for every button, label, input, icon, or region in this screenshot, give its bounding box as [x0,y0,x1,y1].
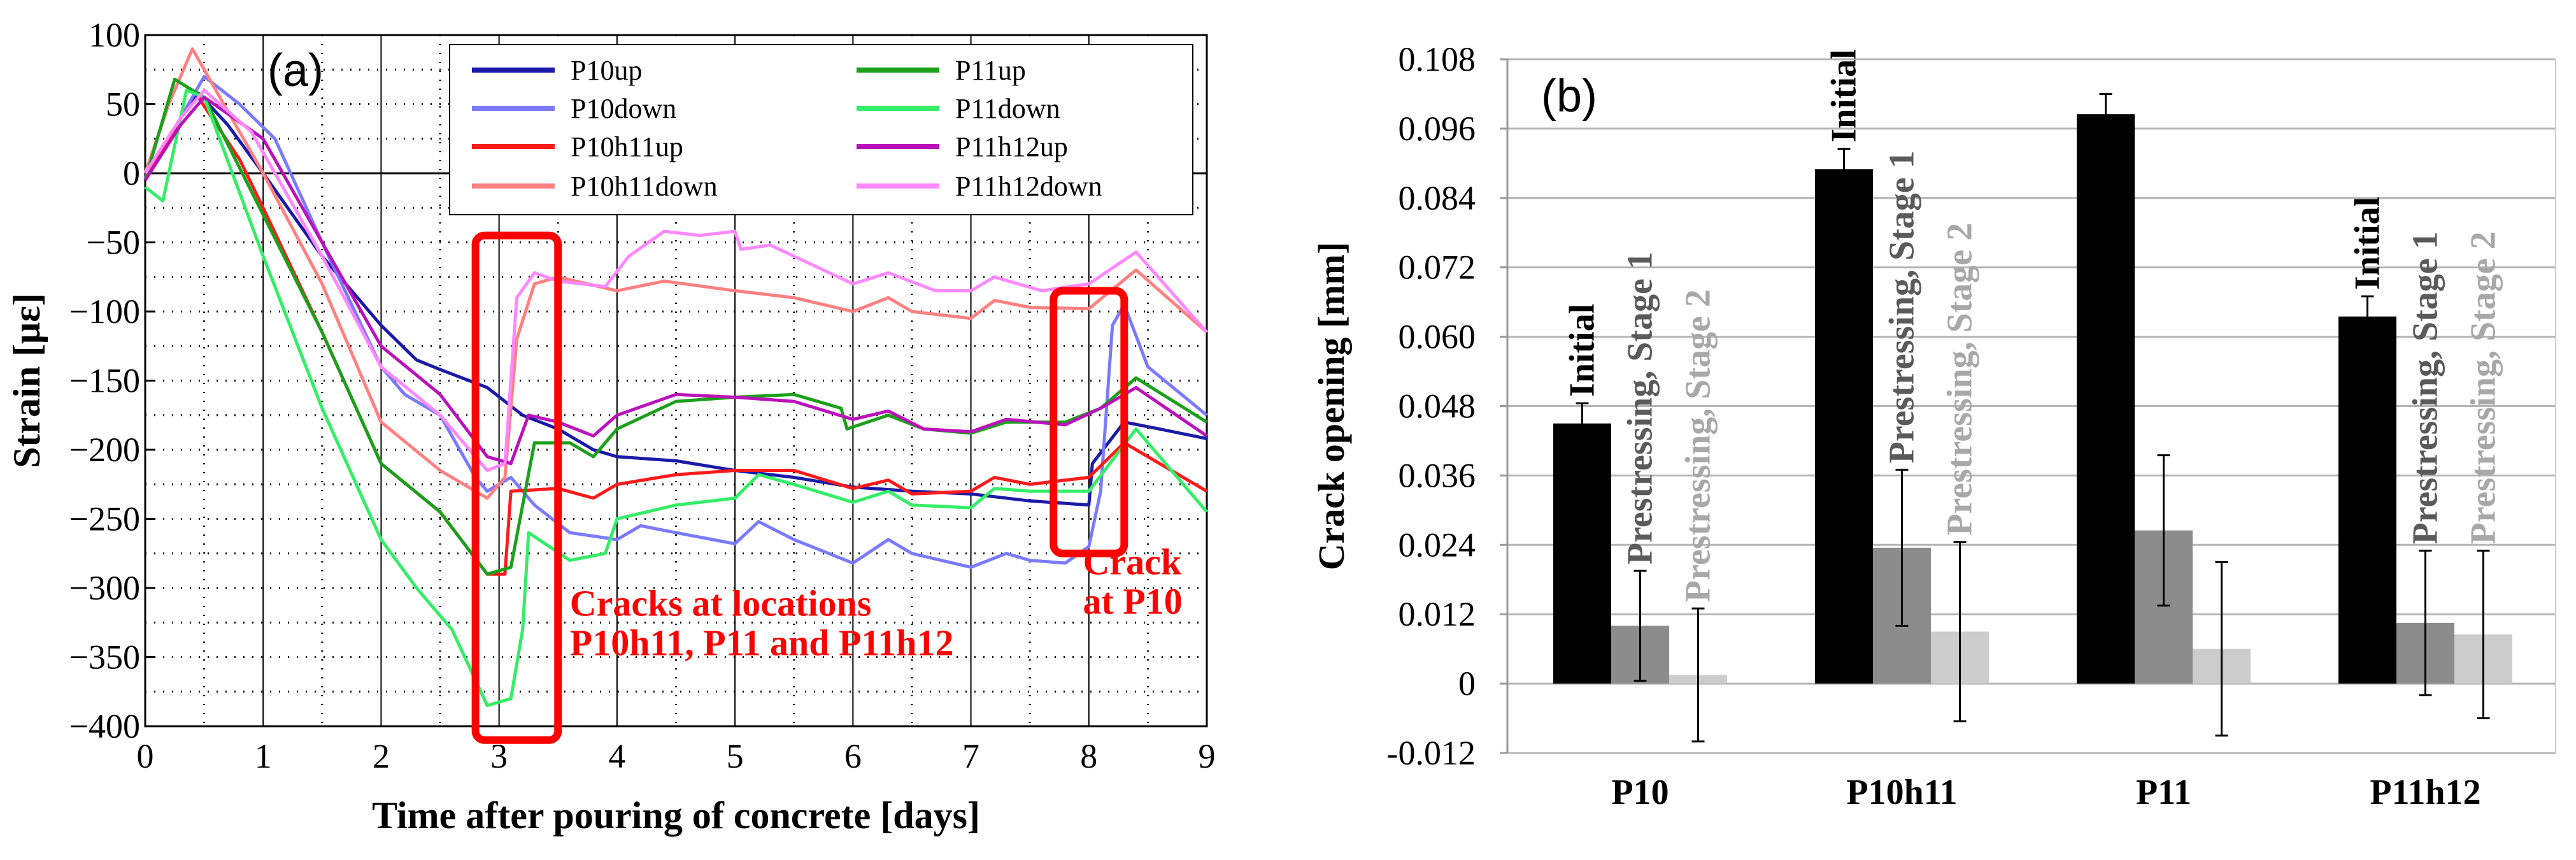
annotation-box [1050,287,1128,557]
y-tick-label: 0 [1458,664,1476,703]
y-tick-label: −150 [69,362,140,400]
bar-label: Prestressing, Stage 2 [2464,231,2503,544]
bar-label: Prestressing, Stage 1 [2406,231,2445,544]
series-line-P11h12down [143,89,1208,472]
series-line-P11up [143,77,1208,576]
bar-label: Initial [1563,304,1602,397]
legend-label: P11down [955,93,1060,124]
category-label: P10 [1611,773,1669,812]
y-tick-label: 0.084 [1398,179,1476,217]
y-tick-label: −350 [69,638,140,677]
x-tick-label: 8 [1080,737,1097,775]
x-tick-label: 0 [137,737,154,775]
x-tick-label: 2 [373,737,390,775]
bar-P11h12-0 [2338,316,2396,684]
annotation-box [471,231,562,744]
bar-label: Initial [1825,49,1864,142]
legend-label: P11h12down [955,171,1102,202]
y-tick-label: −50 [87,224,140,262]
y-tick-label: 0.096 [1398,110,1476,148]
x-tick-label: 5 [727,737,744,775]
y-tick-label: 0.012 [1398,595,1476,633]
series-line-P10up [143,91,1207,507]
legend-label: P10h11down [571,171,718,202]
chart-b-crack-opening: 0.108 0.096 0.084 0.072 0.060 0.048 0.036 0.024… [1311,40,2556,812]
legend: P10up P10down P10h11up P10h11down P11up P11do… [449,44,1193,215]
y-tick-label: 0.108 [1398,40,1476,78]
annotation-text: P10h11, P11 and P11h12 [570,622,954,663]
y-tick-label: −400 [69,707,140,745]
y-tick-label: 0.036 [1398,456,1476,494]
y-tick-label: -0.012 [1387,734,1476,772]
bar-P10h11-0 [1815,169,1873,684]
y-tick-label: −300 [69,569,140,607]
bar-label: Prestressing, Stage 2 [1679,289,1718,602]
y-tick-label: 100 [89,16,140,54]
series-line-P11h12up [143,96,1208,466]
legend-box [449,44,1193,215]
legend-label: P10h11up [571,131,683,162]
x-tick-label: 6 [844,737,862,775]
series-line-P11down [144,89,1208,707]
y-tick-label: −200 [69,431,140,469]
bar-label: Prestressing, Stage 1 [1882,150,1922,463]
bar-label: Initial [2348,197,2387,290]
y-tick-label: 0.060 [1398,318,1476,356]
y-tick-label: 0.024 [1398,526,1476,564]
legend-label: P10down [571,93,676,124]
legend-label: P11h12up [955,131,1068,162]
panel-label-b: (b) [1541,71,1597,122]
legend-label: P10up [571,55,642,86]
x-tick-label: 7 [962,737,979,775]
annotation-text: at P10 [1083,580,1183,622]
bar-P10-0 [1553,423,1611,684]
y-tick-label: −250 [69,500,140,538]
x-tick-label: 1 [255,737,272,775]
y-tick-label: 0 [123,154,140,192]
y-axis-label: Crack opening [mm] [1311,242,1352,571]
legend-label: P11up [955,55,1026,86]
x-tick-label: 4 [608,737,625,775]
y-tick-label: −100 [69,292,140,331]
y-tick-label: 0.048 [1398,387,1476,426]
category-label: P10h11 [1846,773,1957,812]
bar-P11-0 [2077,114,2135,684]
category-label: P11 [2136,773,2191,812]
annotation-text: Crack [1083,541,1182,582]
y-axis-label: Strain [με] [6,293,48,468]
y-tick-label: 50 [106,85,140,124]
panel-label-a: (a) [267,45,324,96]
bar-label: Prestressing, Stage 2 [1940,223,1980,536]
bar-label: Prestressing, Stage 1 [1621,252,1660,564]
annotation-text: Cracks at locations [570,582,872,624]
series-line-P10h11up [143,96,1208,576]
y-tick-label: 0.072 [1398,248,1476,287]
x-axis-label: Time after pouring of concrete [days] [372,794,980,836]
x-tick-label: 9 [1199,737,1216,775]
category-label: P11h12 [2370,773,2480,812]
